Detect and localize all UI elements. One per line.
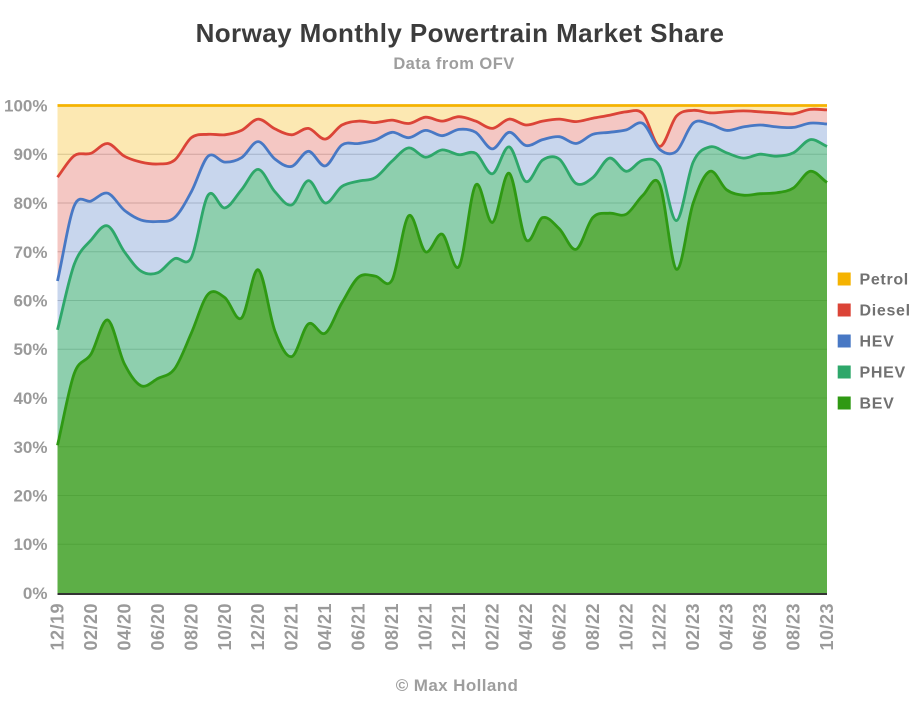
svg-text:40%: 40% [13,389,47,408]
svg-text:100%: 100% [4,97,47,116]
svg-text:08/21: 08/21 [382,603,402,651]
svg-text:08/23: 08/23 [784,603,804,651]
svg-text:02/21: 02/21 [282,603,302,651]
svg-text:04/20: 04/20 [114,603,134,651]
svg-text:02/23: 02/23 [683,603,703,651]
svg-text:10/23: 10/23 [817,603,837,651]
svg-text:70%: 70% [13,243,47,262]
svg-text:10/20: 10/20 [215,603,235,651]
svg-text:04/21: 04/21 [315,603,335,651]
svg-text:Data from OFV: Data from OFV [393,55,514,73]
svg-text:BEV: BEV [860,396,895,413]
svg-text:12/22: 12/22 [650,603,670,651]
svg-text:08/20: 08/20 [181,603,201,651]
svg-text:10/21: 10/21 [416,603,436,651]
svg-text:© Max Holland: © Max Holland [396,676,519,695]
svg-text:02/22: 02/22 [482,603,502,651]
svg-text:06/22: 06/22 [549,603,569,651]
svg-text:80%: 80% [13,194,47,213]
svg-text:60%: 60% [13,292,47,311]
svg-text:12/20: 12/20 [248,603,268,651]
svg-text:12/21: 12/21 [449,603,469,651]
svg-text:90%: 90% [13,145,47,164]
svg-text:Norway Monthly Powertrain Mark: Norway Monthly Powertrain Market Share [196,18,725,48]
svg-text:PHEV: PHEV [860,365,906,382]
svg-text:Petrol: Petrol [860,272,909,289]
svg-text:20%: 20% [13,487,47,506]
svg-text:04/23: 04/23 [717,603,737,651]
svg-text:06/23: 06/23 [750,603,770,651]
svg-text:10%: 10% [13,535,47,554]
svg-text:HEV: HEV [860,334,895,351]
svg-text:02/20: 02/20 [81,603,101,651]
svg-text:0%: 0% [23,584,48,603]
svg-text:04/22: 04/22 [516,603,536,651]
svg-text:30%: 30% [13,438,47,457]
svg-text:50%: 50% [13,340,47,359]
svg-text:Diesel: Diesel [860,303,911,320]
svg-text:10/22: 10/22 [616,603,636,651]
svg-text:06/21: 06/21 [349,603,369,651]
svg-text:06/20: 06/20 [148,603,168,651]
svg-text:12/19: 12/19 [48,603,68,651]
svg-text:08/22: 08/22 [583,603,603,651]
